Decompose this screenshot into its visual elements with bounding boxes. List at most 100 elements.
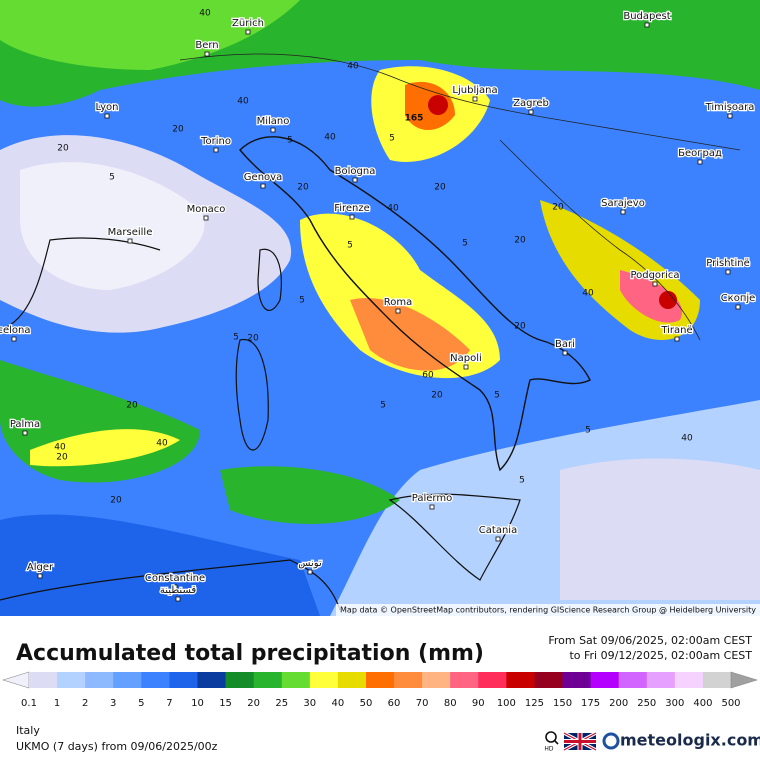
contour-label: 5	[519, 476, 525, 486]
legend-label: 40	[332, 698, 345, 709]
legend-swatch	[113, 672, 142, 688]
city-marker	[472, 96, 478, 102]
legend-swatch	[85, 672, 114, 688]
magnifier-icon[interactable]	[545, 731, 557, 743]
contour-label: 20	[247, 334, 259, 344]
contour-label: 5	[287, 136, 293, 146]
contour-label: 5	[380, 401, 386, 411]
legend: 0.1 1 2 3 5 7 10 15 20 25 30 40 50 60 70 80 90 100 125 150 1…	[1, 671, 759, 709]
legend-swatch	[562, 672, 592, 688]
legend-swatch	[618, 672, 648, 688]
brand[interactable]: meteologix.com	[620, 731, 760, 750]
contour-label: 40	[681, 434, 693, 444]
city-marker	[463, 364, 469, 370]
attribution: Map data © OpenStreetMap contributors, r…	[340, 606, 756, 615]
contour-label: 40	[156, 439, 168, 449]
city-marker	[204, 51, 210, 57]
coastline	[235, 339, 269, 451]
city-label: Catania	[479, 525, 517, 536]
city-marker	[725, 269, 731, 275]
legend-label: 25	[275, 698, 288, 709]
contour-label: 20	[172, 125, 184, 135]
contour-label: 5	[462, 239, 468, 249]
contour-label: 20	[56, 453, 68, 463]
city-marker	[429, 504, 435, 510]
city-label: Constantine	[145, 573, 205, 584]
city-label: Firenze	[334, 203, 370, 214]
city-marker	[203, 215, 209, 221]
rain-zone	[0, 0, 300, 70]
legend-label: 1	[54, 698, 60, 709]
legend-high	[730, 671, 759, 689]
contour-label: 40	[582, 289, 594, 299]
legend-swatch	[478, 672, 507, 688]
city-label: Timişoara	[705, 102, 755, 113]
legend-label: 70	[416, 698, 429, 709]
legend-swatch	[253, 672, 283, 688]
legend-label: 3	[110, 698, 116, 709]
coastline	[257, 248, 282, 311]
city-marker	[213, 147, 219, 153]
city-label: Ljubljana	[452, 85, 497, 96]
city-marker	[175, 596, 181, 602]
city-label: Genova	[244, 172, 282, 183]
legend-swatch	[702, 672, 732, 688]
legend-swatch	[506, 672, 535, 688]
legend-label: 200	[609, 698, 628, 709]
city-label: Marseille	[108, 227, 153, 238]
legend-label: 5	[138, 698, 144, 709]
contour-label: 5	[347, 241, 353, 251]
city-label: Prishtinë	[706, 258, 749, 269]
contour-label: 20	[434, 183, 446, 193]
city-label: Palermo	[412, 493, 452, 504]
contour-label: 40	[54, 443, 66, 453]
legend-swatch	[450, 672, 479, 688]
dry-sea	[20, 162, 205, 290]
city-label: Sarajevo	[601, 198, 645, 209]
city-marker	[349, 214, 355, 220]
city-marker	[37, 573, 43, 579]
legend-swatch	[169, 672, 198, 688]
city-marker	[528, 109, 534, 115]
contour-label: 165	[405, 114, 424, 124]
legend-label: 150	[553, 698, 572, 709]
legend-swatch	[225, 672, 255, 688]
coastline	[0, 559, 341, 611]
title: Accumulated total precipitation (mm)	[16, 641, 484, 666]
city-label: Zürich	[232, 18, 264, 29]
legend-swatch	[29, 672, 58, 688]
contour-label: 40	[199, 9, 211, 19]
contour-label: 20	[126, 401, 138, 411]
uk-flag[interactable]	[563, 731, 597, 752]
contour-label: 20	[552, 203, 564, 213]
coastline	[388, 493, 521, 581]
city-marker	[735, 304, 741, 310]
rain-core	[659, 291, 677, 309]
border	[499, 139, 701, 341]
contour-label: 5	[494, 391, 500, 401]
city-marker	[352, 177, 358, 183]
legend-swatch	[57, 672, 86, 688]
city-marker	[674, 336, 680, 342]
legend-label: 300	[665, 698, 684, 709]
magnifier-handle	[554, 740, 559, 745]
rain-core	[428, 95, 448, 115]
legend-low	[1, 671, 30, 689]
city-label: Torino	[200, 136, 231, 147]
legend-label: 500	[721, 698, 740, 709]
city-marker	[395, 308, 401, 314]
legend-label: 80	[444, 698, 457, 709]
hd-label: HD	[544, 746, 554, 753]
legend-label: 100	[497, 698, 516, 709]
legend-swatch	[422, 672, 451, 688]
legend-swatch	[590, 672, 620, 688]
legend-label: 20	[247, 698, 260, 709]
contour-label: 5	[389, 134, 395, 144]
city-label: Monaco	[187, 204, 226, 215]
city-label: Bari	[555, 339, 575, 350]
border	[179, 53, 741, 151]
city-label: celona	[0, 325, 31, 336]
city-marker	[270, 127, 276, 133]
model: UKMO (7 days) from 09/06/2025/00z	[16, 740, 218, 753]
